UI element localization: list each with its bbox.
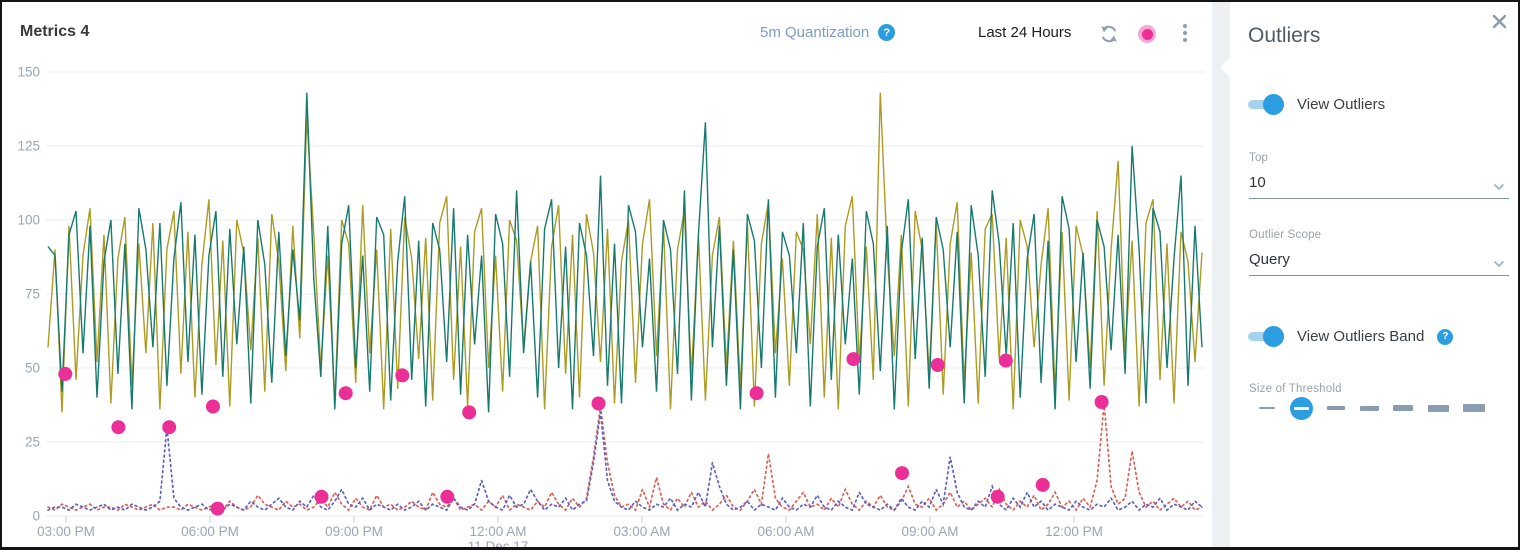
series-band-blue-dotted [47,412,1203,512]
outlier-scope-select[interactable]: Query [1249,251,1509,276]
chart-card: Metrics 4 5m Quantization ? Last 24 Hour… [2,2,1212,548]
y-axis-label: 25 [25,435,40,450]
view-outliers-row: View Outliers [1248,94,1385,115]
series-band-red-dotted [47,403,1203,512]
chevron-down-icon [1493,178,1505,196]
x-axis-date-label: 11 Dec 17 [468,539,529,548]
view-outliers-toggle[interactable] [1248,94,1284,115]
chart-title: Metrics 4 [20,23,90,40]
y-axis-label: 150 [17,65,40,80]
series-metric-olive [47,92,1203,413]
threshold-option-selected[interactable] [1289,396,1313,420]
outlier-dot [206,399,220,414]
outlier-dot [1035,477,1050,492]
x-axis-label: 06:00 PM [181,524,239,539]
x-axis-label: 03:00 PM [37,524,95,539]
threshold-option[interactable] [1359,405,1379,411]
x-axis-label: 03:00 AM [613,524,670,539]
outlier-dot [895,466,909,481]
x-axis-label: 12:00 PM [1045,524,1103,539]
outlier-dot [440,489,455,504]
close-icon[interactable] [1491,13,1508,30]
outlier-dot [749,386,764,401]
y-axis-label: 125 [17,139,40,154]
quantization-label: 5m Quantization [760,24,870,41]
outlier-dot [314,489,329,504]
outliers-panel: Outliers View Outliers Top 10 Outlier Sc… [1230,2,1518,547]
panel-divider [1212,2,1230,547]
chevron-down-icon [1493,255,1505,273]
threshold-option[interactable] [1427,404,1449,412]
outlier-dot [846,352,861,367]
outlier-dot [998,353,1013,368]
y-axis-label: 0 [32,509,40,524]
kebab-menu-icon[interactable] [1183,24,1187,42]
x-axis-label: 12:00 AM [469,524,526,539]
threshold-option[interactable] [1259,407,1275,409]
band-help-icon[interactable]: ? [1437,328,1454,345]
top-select[interactable]: 10 [1249,174,1509,199]
outlier-dot [111,420,126,435]
view-outliers-band-label: View Outliers Band [1297,328,1425,345]
quantization-group: 5m Quantization ? [760,24,896,41]
threshold-option[interactable] [1393,405,1413,411]
outlier-dot [338,386,353,401]
y-axis-label: 50 [25,361,40,376]
view-outliers-band-toggle[interactable] [1248,326,1284,347]
outlier-dot [58,366,73,381]
outlier-dot [462,405,477,420]
threshold-option[interactable] [1463,404,1485,412]
top-select-value: 10 [1249,174,1266,191]
outlier-dot [591,396,606,411]
quantization-help-icon[interactable]: ? [878,24,896,41]
outlier-dot [210,501,225,516]
view-outliers-label: View Outliers [1297,96,1386,113]
outlier-dot [395,368,410,383]
refresh-icon[interactable] [1098,23,1120,45]
view-outliers-band-row: View Outliers Band ? [1248,326,1454,347]
x-axis-label: 09:00 PM [325,524,383,539]
time-range-selector[interactable]: Last 24 Hours [978,24,1072,41]
x-axis-label: 06:00 AM [757,524,814,539]
y-axis-label: 100 [17,213,40,228]
size-of-threshold-label: Size of Threshold [1249,383,1342,395]
threshold-option[interactable] [1327,406,1345,410]
outlier-dot [990,489,1005,504]
outlier-status-dot[interactable] [1138,25,1156,43]
threshold-selected-bar [1293,406,1309,410]
outlier-status-dot-core [1141,28,1153,40]
outlier-dot [930,358,945,372]
x-axis-label: 09:00 AM [901,524,958,539]
outlier-scope-select-value: Query [1249,251,1290,268]
outlier-dot [162,420,177,435]
timeseries-chart[interactable]: 0 25 50 75 100 125 150 03:00 PM 06:00 PM 09:00 PM… [2,2,1212,548]
threshold-size-selector [1259,396,1485,420]
panel-title: Outliers [1248,24,1321,47]
top-label: Top [1249,152,1269,164]
y-axis-label: 75 [25,287,40,302]
series-metric-teal [47,92,1203,413]
outlier-dot [1094,395,1109,409]
outlier-scope-label: Outlier Scope [1249,229,1322,241]
